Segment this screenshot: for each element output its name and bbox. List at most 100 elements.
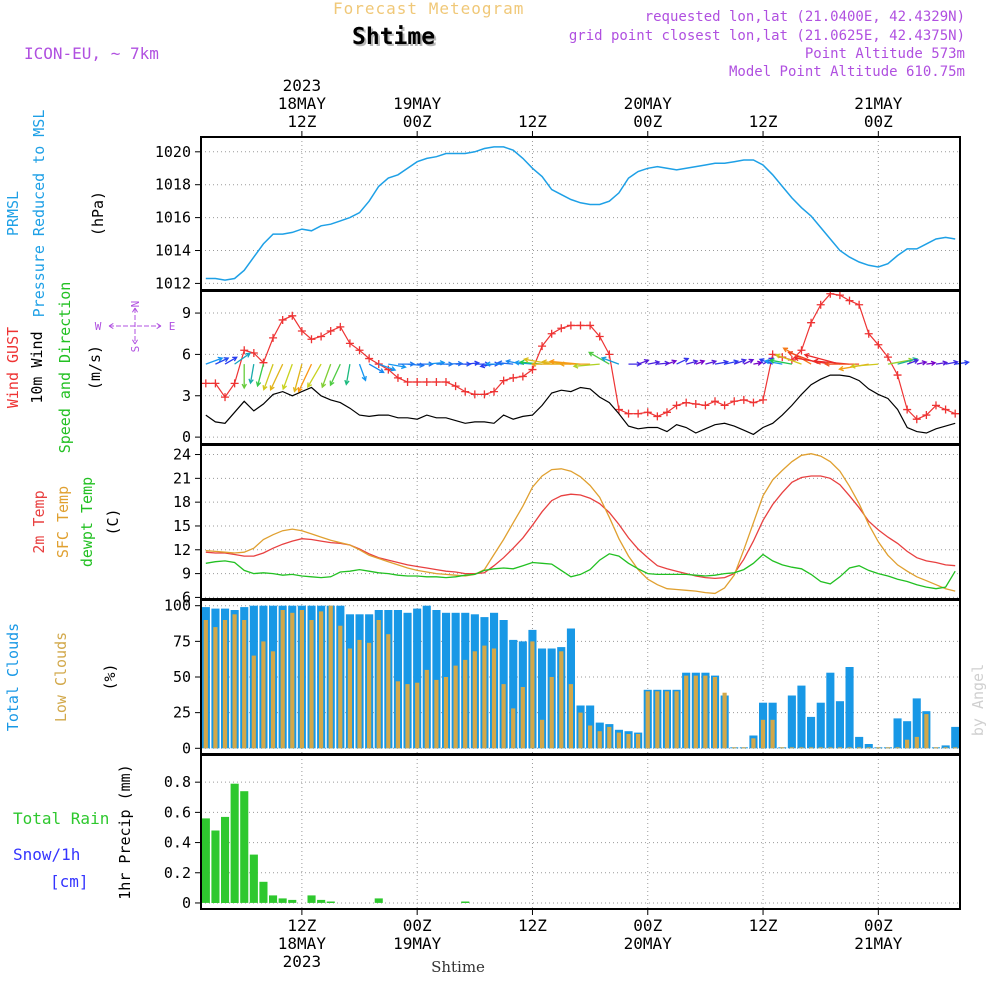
rain-bar: [221, 816, 230, 903]
gust-point: [864, 329, 873, 338]
gust-point: [816, 300, 825, 309]
wind-arrow: [926, 360, 937, 367]
requested-coords: requested lon,lat (21.0400E, 42.4329N): [644, 9, 965, 25]
gust-point: [576, 321, 585, 330]
y-tick-label: 75: [173, 632, 191, 650]
low-cloud-bar: [703, 675, 708, 749]
low-cloud-bar: [933, 747, 939, 749]
compass-rose-icon: [108, 307, 162, 345]
wind-arrow: [705, 359, 718, 365]
wind-arrow: [241, 364, 247, 390]
low-cloud-bar: [376, 620, 381, 749]
wind-arrow: [955, 359, 970, 366]
gust-point: [730, 397, 739, 406]
total-cloud-bar: [864, 744, 873, 749]
low-cloud-bar: [367, 642, 372, 749]
low-cloud-bar: [655, 691, 660, 749]
gust-point: [365, 354, 374, 363]
wind-arrow: [344, 363, 351, 386]
wind-arrow: [292, 363, 303, 393]
low-cloud-bar: [693, 675, 698, 749]
low-cloud-bar: [895, 747, 900, 749]
y-tick-label: 12: [173, 541, 191, 559]
gust-point: [240, 346, 249, 355]
gust-point: [566, 321, 575, 330]
low-cloud-bar: [251, 655, 256, 749]
gust-point: [547, 329, 556, 338]
low-cloud-bar: [290, 612, 295, 749]
y-axis-label: Low Clouds: [52, 632, 70, 722]
x-tick-label-top: 12Z: [518, 112, 547, 131]
y-axis-label: Pressure Reduced to MSL: [30, 110, 48, 318]
low-cloud-bar: [568, 684, 573, 749]
low-cloud-bar: [924, 714, 929, 749]
y-axis-label: (hPa): [89, 191, 107, 236]
y-tick-label: 100: [164, 597, 191, 615]
y-axis-label: (m/s): [86, 345, 104, 390]
low-cloud-bar: [386, 634, 391, 749]
wind-arrow: [743, 358, 755, 365]
low-cloud-bar: [357, 639, 362, 749]
low-cloud-bar: [270, 651, 276, 749]
wind-arrow: [686, 359, 699, 365]
gust-point: [269, 333, 278, 342]
wind-arrow: [906, 358, 920, 365]
gust-point: [797, 346, 806, 355]
compass-e: E: [169, 320, 176, 333]
low-cloud-bar: [684, 675, 689, 749]
y-tick-label: 3: [182, 387, 191, 405]
rain-bar: [249, 854, 258, 903]
gust-point: [345, 339, 354, 348]
gust-point: [874, 340, 883, 349]
wind-arrow: [849, 363, 879, 369]
gust-point: [221, 393, 230, 402]
gust-point: [759, 395, 768, 404]
wind-arrow: [522, 357, 552, 365]
y-axis-label: SFC Temp: [54, 486, 72, 558]
y-tick-label: 1012: [155, 274, 191, 292]
gust-point: [211, 379, 220, 388]
low-cloud-bar: [578, 712, 583, 749]
gust-point: [422, 377, 431, 386]
y-tick-label: 1018: [155, 176, 191, 194]
low-cloud-bar: [741, 747, 746, 749]
low-cloud-bar: [443, 677, 449, 749]
rain-bar: [317, 899, 326, 903]
wind-arrow: [753, 360, 763, 366]
wind-arrow: [262, 363, 274, 391]
wind-arrow: [793, 355, 831, 365]
gust-point: [393, 373, 402, 382]
wind-arrow: [676, 357, 690, 365]
wind-speed-line: [205, 374, 956, 436]
total-cloud-bar: [826, 672, 835, 749]
wind-arrow: [916, 360, 928, 366]
gust-point: [643, 408, 652, 417]
y-tick-label: 0.6: [164, 803, 191, 821]
gust-point: [922, 411, 931, 420]
rain-bar: [269, 895, 278, 903]
y-axis-label: PRMSL: [4, 191, 22, 236]
wind-arrow: [559, 361, 591, 367]
low-cloud-bar: [751, 738, 756, 749]
wind-arrow: [281, 363, 293, 391]
y-tick-label: 21: [173, 469, 191, 487]
sfc-temp-line: [205, 453, 956, 595]
gust-point: [307, 335, 316, 344]
low-cloud-bar: [588, 725, 593, 749]
y-tick-label: 1016: [155, 209, 191, 227]
x-tick-label-bottom: 20MAY: [624, 934, 673, 953]
y-tick-label: 25: [173, 704, 191, 722]
gust-point: [807, 318, 816, 327]
gust-point: [297, 326, 306, 335]
x-tick-label-bottom: 2023: [283, 952, 322, 971]
y-axis-label: 10m Wind: [28, 331, 46, 403]
wind-arrow: [935, 360, 949, 366]
x-tick-label-top: 00Z: [403, 112, 432, 131]
gust-point: [614, 405, 623, 414]
rain-bar: [326, 901, 335, 903]
low-cloud-bar: [491, 648, 497, 749]
low-cloud-bar: [770, 719, 775, 749]
y-axis-label: (%): [101, 663, 119, 690]
wind-arrow: [224, 356, 238, 365]
